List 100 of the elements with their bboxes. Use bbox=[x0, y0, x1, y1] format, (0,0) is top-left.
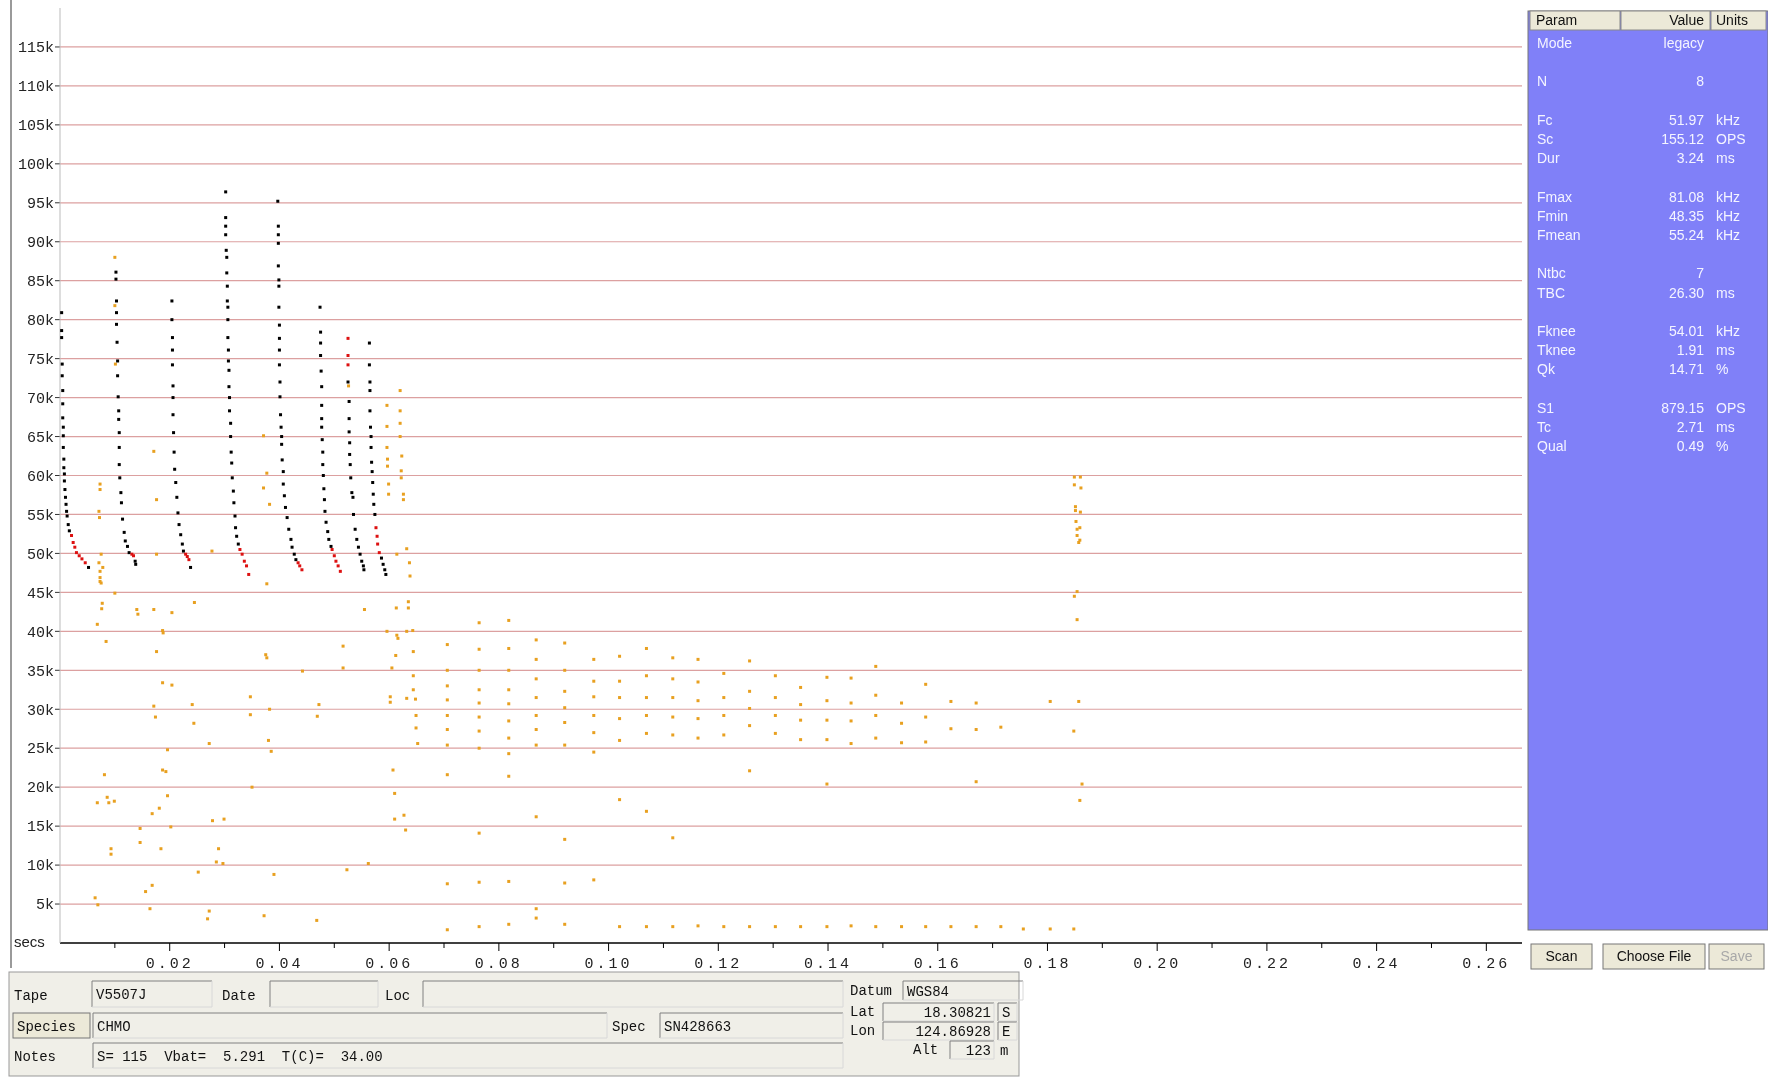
x-tick-label: 0.12 bbox=[694, 956, 743, 973]
point bbox=[376, 542, 380, 546]
text: 51.97 bbox=[1668, 111, 1704, 128]
point bbox=[336, 564, 340, 568]
point bbox=[80, 557, 84, 561]
point bbox=[300, 568, 304, 572]
y-tick-label: 30k bbox=[26, 702, 54, 720]
category-label: Param bbox=[1536, 12, 1578, 28]
text: OPS bbox=[1716, 131, 1746, 147]
category-label: Loc bbox=[385, 988, 411, 1004]
y-tick-label: 95k bbox=[26, 196, 54, 214]
text: OPS bbox=[1716, 399, 1746, 416]
text: kHz bbox=[1716, 111, 1741, 128]
text: 18.30821 bbox=[923, 1005, 991, 1021]
y-tick-label: 20k bbox=[26, 780, 54, 798]
text: 55.24 bbox=[1668, 227, 1704, 243]
point bbox=[238, 548, 242, 552]
category-label: Fmean bbox=[1537, 227, 1581, 243]
point bbox=[346, 363, 350, 367]
point bbox=[346, 354, 350, 358]
x-tick-label: 0.14 bbox=[804, 956, 853, 973]
point bbox=[74, 551, 78, 555]
point bbox=[245, 564, 249, 568]
category-label: Tknee bbox=[1537, 342, 1576, 359]
y-tick-label: 115k bbox=[17, 40, 54, 58]
y-tick-label: 50k bbox=[26, 546, 54, 564]
text: ms bbox=[1716, 284, 1735, 301]
category-label: Fmin bbox=[1537, 207, 1569, 224]
text: ms bbox=[1716, 150, 1735, 167]
x-tick-label: 0.10 bbox=[584, 956, 633, 973]
text: 1.91 bbox=[1676, 342, 1704, 359]
y-tick-label: 90k bbox=[26, 235, 54, 252]
text: S= 115 Vbat= 5.291 T(C)= 34.00 bbox=[97, 1048, 383, 1065]
point bbox=[83, 561, 87, 565]
x-tick-label: 0.06 bbox=[365, 956, 414, 973]
text: CHMO bbox=[97, 1018, 131, 1035]
point bbox=[377, 551, 381, 555]
text: Save bbox=[1720, 948, 1753, 964]
category-label: Ntbc bbox=[1537, 265, 1566, 282]
x-tick-label: 0.02 bbox=[145, 956, 194, 973]
y-tick-label: 55k bbox=[26, 507, 54, 525]
x-tick-label: 0.16 bbox=[913, 956, 962, 973]
category-label: Lon bbox=[850, 1023, 876, 1039]
text: kHz bbox=[1716, 188, 1741, 205]
point bbox=[77, 554, 81, 558]
y-tick-label: 80k bbox=[26, 312, 54, 330]
category-label: Value bbox=[1669, 12, 1705, 28]
point bbox=[374, 526, 378, 530]
y-tick-label: 65k bbox=[26, 429, 54, 447]
category-label: Alt bbox=[913, 1042, 939, 1058]
x-axis-title: secs bbox=[14, 933, 45, 950]
point bbox=[187, 558, 191, 562]
x-tick-label: 0.04 bbox=[255, 956, 304, 973]
category-label: Lat bbox=[850, 1004, 876, 1020]
y-tick-label: 25k bbox=[26, 741, 54, 759]
category-label: Fc bbox=[1537, 111, 1553, 128]
category-label: Tc bbox=[1537, 419, 1551, 435]
y-tick-label: 45k bbox=[26, 585, 54, 603]
text: kHz bbox=[1716, 323, 1741, 339]
text: 2.71 bbox=[1676, 419, 1704, 435]
text: ms bbox=[1716, 342, 1735, 359]
point bbox=[338, 569, 342, 573]
category-label: Notes bbox=[14, 1049, 57, 1065]
text: 879.15 bbox=[1661, 399, 1704, 416]
text: 7 bbox=[1696, 265, 1704, 282]
point bbox=[375, 534, 379, 538]
text: kHz bbox=[1716, 227, 1741, 243]
category-label: Qk bbox=[1537, 361, 1555, 378]
point bbox=[240, 552, 244, 556]
y-tick-label: 70k bbox=[26, 390, 54, 408]
text: Scan bbox=[1545, 948, 1578, 964]
text: 0.49 bbox=[1676, 438, 1704, 455]
text: 124.86928 bbox=[915, 1024, 991, 1040]
category-label: Datum bbox=[850, 983, 893, 999]
category-label: Species bbox=[17, 1018, 76, 1035]
text: 48.35 bbox=[1668, 207, 1704, 224]
category-label: N bbox=[1537, 73, 1548, 90]
text: kHz bbox=[1716, 207, 1741, 224]
y-tick-label: 110k bbox=[17, 79, 54, 97]
text: ms bbox=[1716, 419, 1735, 435]
point bbox=[70, 534, 74, 537]
category-label: Mode bbox=[1537, 35, 1573, 51]
text: 123 bbox=[965, 1043, 991, 1059]
text: % bbox=[1716, 361, 1729, 378]
x-tick-label: 0.18 bbox=[1023, 956, 1072, 973]
point bbox=[247, 572, 251, 576]
y-tick-label: 15k bbox=[26, 819, 54, 837]
text: 8 bbox=[1696, 73, 1704, 90]
text: m bbox=[1000, 1043, 1009, 1059]
y-tick-label: 40k bbox=[26, 624, 54, 642]
text: 14.71 bbox=[1668, 361, 1704, 378]
category-label: S1 bbox=[1537, 399, 1555, 416]
category-label: Units bbox=[1716, 12, 1748, 28]
point bbox=[298, 564, 302, 568]
y-tick-label: 75k bbox=[26, 351, 54, 369]
y-tick-label: 85k bbox=[26, 273, 54, 291]
x-tick-label: 0.26 bbox=[1462, 956, 1511, 973]
text: SN428663 bbox=[664, 1018, 732, 1035]
text: WGS84 bbox=[907, 983, 950, 1000]
text: V5507J bbox=[96, 987, 147, 1003]
